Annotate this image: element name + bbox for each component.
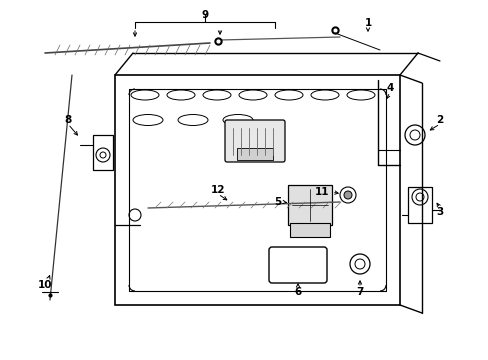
Text: 1: 1 — [364, 18, 371, 28]
Text: 7: 7 — [356, 287, 363, 297]
Bar — [237, 148, 272, 160]
FancyBboxPatch shape — [224, 120, 285, 162]
Text: 5: 5 — [274, 197, 281, 207]
Text: 9: 9 — [201, 10, 208, 20]
Text: 12: 12 — [210, 185, 225, 195]
Bar — [289, 223, 329, 237]
Text: 3: 3 — [435, 207, 443, 217]
Bar — [407, 187, 431, 223]
Text: 10: 10 — [38, 280, 52, 290]
Bar — [93, 135, 113, 170]
Text: 2: 2 — [435, 115, 443, 125]
Text: 11: 11 — [314, 187, 328, 197]
Circle shape — [343, 191, 351, 199]
Text: 8: 8 — [64, 115, 71, 125]
Bar — [287, 185, 331, 225]
Text: 6: 6 — [294, 287, 301, 297]
Text: 4: 4 — [386, 83, 393, 93]
